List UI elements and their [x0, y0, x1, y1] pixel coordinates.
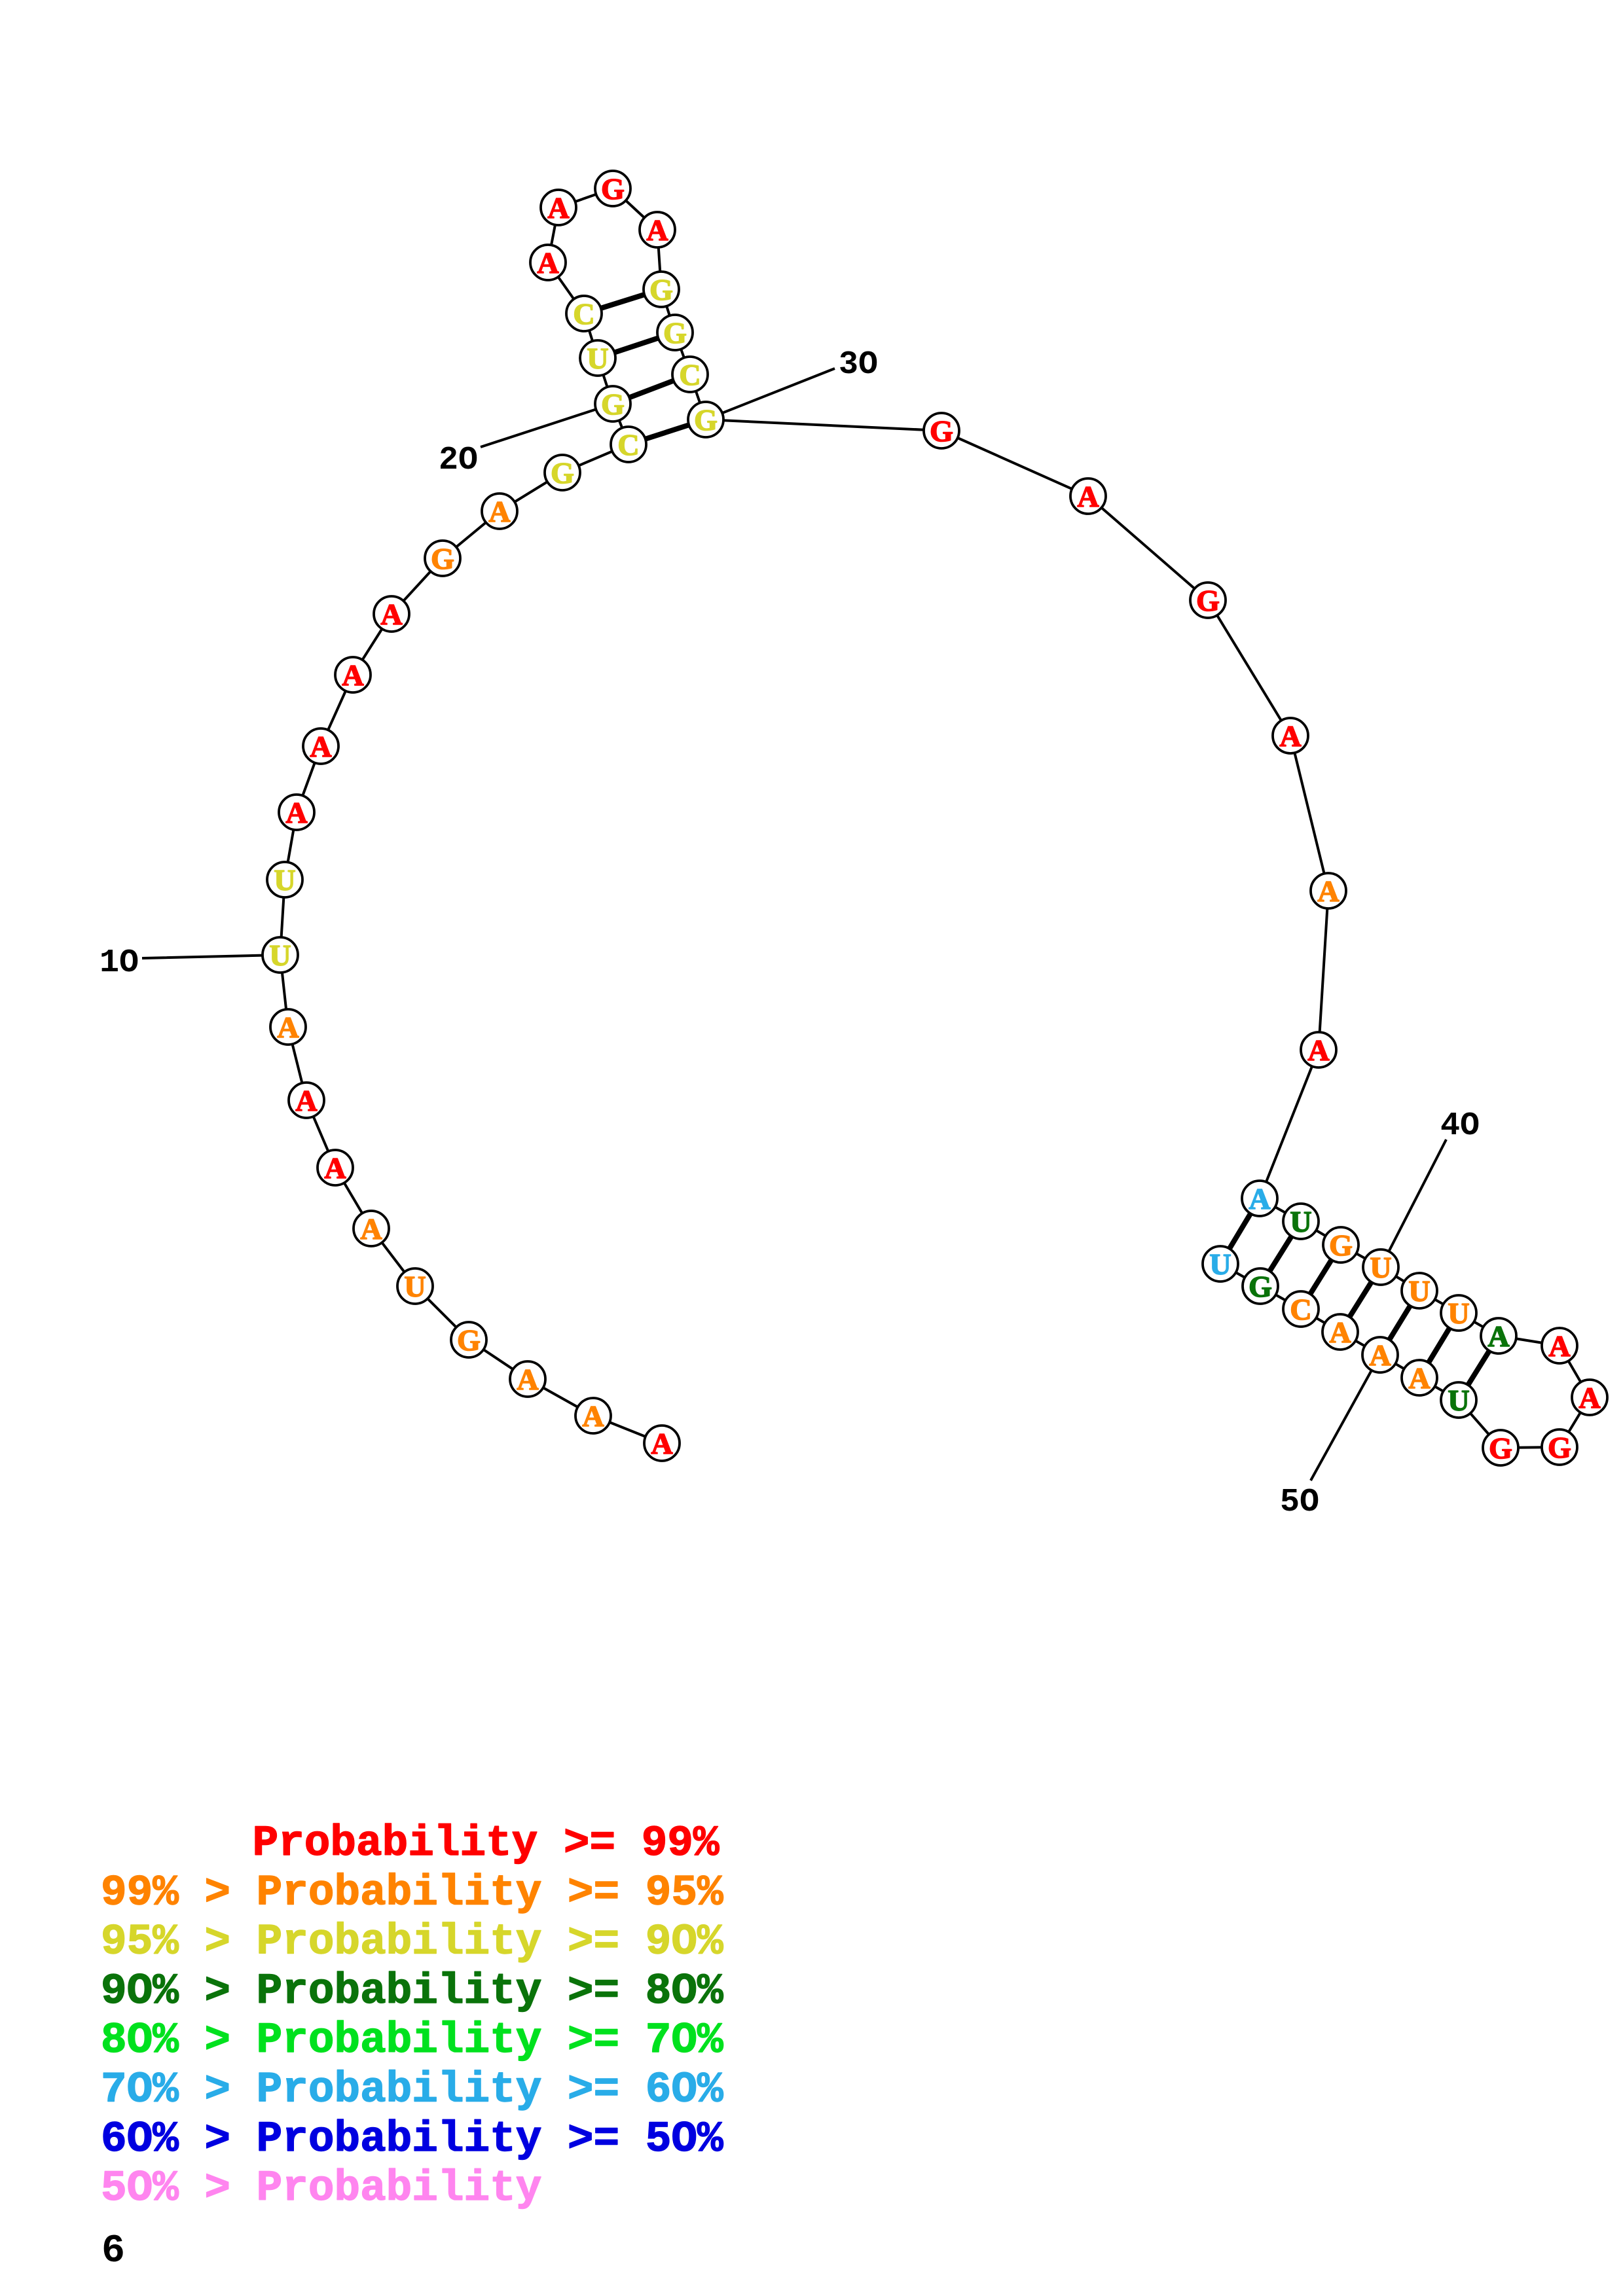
svg-text:G: G	[1489, 1431, 1512, 1465]
svg-text:A: A	[651, 1427, 672, 1460]
svg-text:U: U	[1448, 1297, 1469, 1330]
svg-text:A: A	[537, 246, 558, 279]
svg-text:U: U	[587, 342, 608, 375]
svg-text:A: A	[488, 495, 510, 528]
svg-text:A: A	[1329, 1316, 1351, 1349]
svg-text:U: U	[1290, 1205, 1311, 1238]
svg-text:A: A	[1408, 1361, 1430, 1395]
svg-text:G: G	[649, 273, 673, 306]
svg-text:A: A	[310, 730, 331, 763]
svg-text:G: G	[930, 414, 953, 448]
svg-text:A: A	[1249, 1182, 1270, 1215]
svg-text:6O% > Probability >= 5O%: 6O% > Probability >= 5O%	[101, 2115, 723, 2164]
svg-text:G: G	[1329, 1229, 1353, 1262]
svg-text:A: A	[380, 598, 402, 631]
svg-text:C: C	[573, 297, 594, 331]
svg-text:2O: 2O	[439, 442, 478, 479]
svg-text:G: G	[1548, 1431, 1571, 1464]
svg-text:5O: 5O	[1280, 1484, 1319, 1521]
svg-text:G: G	[431, 542, 454, 575]
svg-text:G: G	[457, 1323, 481, 1357]
svg-text:C: C	[617, 428, 639, 461]
svg-text:4O: 4O	[1440, 1107, 1480, 1145]
svg-text:U: U	[1209, 1247, 1231, 1281]
svg-text:A: A	[547, 191, 569, 224]
svg-text:8O% > Probability >= 7O%: 8O% > Probability >= 7O%	[101, 2016, 723, 2065]
svg-text:U: U	[1448, 1384, 1469, 1417]
svg-text:Probability >= 99%: Probability >= 99%	[253, 1819, 720, 1868]
svg-text:A: A	[517, 1363, 538, 1396]
svg-text:A: A	[582, 1399, 604, 1433]
svg-text:95% > Probability >= 9O%: 95% > Probability >= 9O%	[101, 1918, 723, 1967]
svg-text:A: A	[646, 213, 668, 247]
svg-text:9O% > Probability >= 8O%: 9O% > Probability >= 8O%	[101, 1967, 723, 2016]
svg-text:A: A	[277, 1011, 299, 1044]
svg-text:A: A	[1279, 719, 1301, 753]
svg-text:G: G	[694, 403, 718, 437]
svg-text:A: A	[1578, 1381, 1600, 1414]
svg-text:A: A	[1077, 480, 1099, 513]
svg-text:3O: 3O	[839, 346, 878, 384]
svg-text:A: A	[324, 1151, 346, 1185]
svg-text:A: A	[295, 1084, 317, 1117]
svg-text:U: U	[1408, 1274, 1430, 1308]
svg-text:U: U	[1370, 1251, 1391, 1284]
svg-text:G: G	[601, 172, 625, 206]
svg-text:U: U	[404, 1270, 426, 1303]
svg-text:G: G	[551, 456, 574, 490]
svg-text:6: 6	[101, 2229, 125, 2274]
svg-text:A: A	[1369, 1338, 1391, 1372]
svg-text:A: A	[360, 1212, 382, 1246]
svg-text:U: U	[274, 863, 295, 897]
svg-text:U: U	[269, 939, 291, 972]
svg-text:A: A	[1487, 1319, 1509, 1353]
svg-text:99% > Probability >= 95%: 99% > Probability >= 95%	[101, 1868, 723, 1917]
svg-text:A: A	[342, 658, 363, 692]
svg-text:A: A	[1307, 1033, 1329, 1067]
svg-text:G: G	[601, 387, 625, 421]
svg-text:A: A	[1548, 1329, 1570, 1363]
svg-text:C: C	[679, 358, 701, 391]
svg-text:C: C	[1290, 1293, 1311, 1326]
svg-text:G: G	[1249, 1270, 1272, 1303]
svg-text:7O% > Probability >= 6O%: 7O% > Probability >= 6O%	[101, 2066, 723, 2115]
svg-text:1O: 1O	[100, 944, 139, 982]
svg-text:G: G	[663, 316, 687, 350]
svg-text:5O% > Probability: 5O% > Probability	[101, 2164, 541, 2213]
svg-text:G: G	[1196, 584, 1220, 617]
svg-text:A: A	[1317, 874, 1339, 908]
svg-text:A: A	[285, 796, 307, 829]
